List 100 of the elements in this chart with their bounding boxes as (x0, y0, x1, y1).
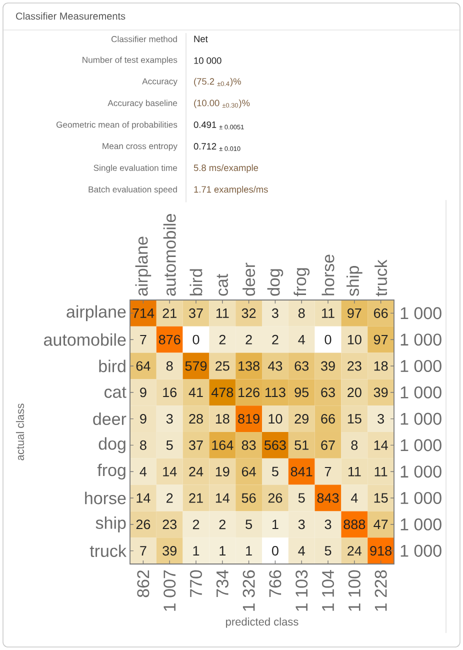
text: 1 104 (322, 570, 334, 611)
data-label: 66 (321, 414, 335, 424)
text: Single evaluation time (94, 164, 178, 173)
y-tick-label: truck (90, 544, 126, 558)
y-tick-label: deer (93, 412, 126, 426)
data-label: 56 (242, 493, 256, 503)
data-label: 41 (188, 388, 203, 398)
data-label: 5 (272, 466, 278, 476)
data-label: 39 (162, 546, 176, 556)
y-tick-label: dog (98, 437, 126, 454)
data-label: 3 (272, 308, 278, 318)
data-label: 95 (294, 388, 309, 398)
data-label: 9 (140, 414, 146, 424)
data-label: 16 (163, 388, 177, 398)
data-label: 4 (140, 466, 147, 476)
data-label: 25 (216, 361, 230, 371)
text: 0.491 $_{± 0.0051}$ (194, 121, 244, 130)
text: 1 100 (348, 570, 360, 611)
y-tick-label: airplane (66, 305, 126, 322)
data-label: 2 (246, 334, 252, 344)
data-label: 23 (162, 520, 177, 530)
data-label: 37 (189, 308, 203, 318)
text: 1 326 (242, 570, 255, 611)
data-label: 18 (216, 414, 230, 424)
data-label: 14 (374, 440, 388, 450)
data-label: 9 (140, 388, 146, 398)
y-tick-label: bird (99, 360, 126, 372)
x-tick-label: ship (346, 266, 362, 296)
data-label: 579 (185, 361, 207, 371)
data-label: 138 (238, 361, 260, 371)
x-tick-label: automobile (163, 214, 176, 296)
y-axis-title: actual class (16, 404, 24, 460)
text: 0.712 $_{± 0.010}$ (194, 143, 240, 151)
text: Classifier method (111, 36, 177, 42)
data-label: 21 (189, 493, 203, 503)
data-label: 5 (298, 493, 305, 503)
x-tick-label: bird (190, 269, 202, 296)
data-label: 841 (290, 466, 312, 476)
data-label: 28 (189, 414, 203, 424)
data-label: 8 (140, 440, 146, 450)
data-label: 2 (219, 520, 226, 530)
y2-tick-label: 1 000 (400, 518, 442, 530)
text: 734 (216, 570, 228, 598)
data-label: 0 (324, 334, 332, 344)
data-label: 714 (132, 308, 154, 318)
data-label: 2 (192, 520, 200, 530)
data-label: 63 (294, 361, 309, 371)
data-label: 29 (294, 414, 308, 424)
data-label: 64 (242, 466, 256, 476)
text: Geometric mean of probabilities (56, 121, 178, 130)
data-label: 15 (374, 493, 388, 503)
data-label: 14 (163, 466, 177, 476)
data-label: 164 (212, 440, 234, 450)
y-tick-label: automobile (44, 333, 126, 346)
data-label: 2 (219, 334, 226, 344)
data-label: 18 (374, 361, 388, 371)
text: 5.8 ms/example (194, 164, 258, 173)
x-axis-title: predicted class (226, 618, 298, 628)
data-label: 63 (321, 388, 335, 398)
text: Accuracy baseline (108, 100, 178, 108)
data-label: 21 (162, 308, 176, 318)
data-label: 26 (136, 520, 150, 530)
data-label: 67 (321, 440, 335, 450)
data-label: 7 (324, 466, 332, 476)
text: Mean cross entropy (102, 143, 178, 151)
text: (75.2 $_{±0.4}$)% (194, 78, 241, 86)
data-label: 478 (211, 388, 234, 398)
text: Number of test examples (82, 56, 178, 65)
data-label: 37 (189, 440, 203, 450)
data-label: 8 (166, 361, 173, 371)
data-label: 10 (268, 414, 282, 424)
data-label: 83 (242, 440, 256, 450)
data-label: 26 (268, 493, 282, 503)
y-tick-label: frog (97, 464, 126, 480)
data-label: 51 (294, 440, 308, 450)
data-label: 43 (268, 361, 282, 371)
x-tick-label: cat (216, 274, 228, 296)
data-label: 14 (136, 493, 150, 503)
text: 1.71 examples/ms (194, 186, 268, 194)
data-label: 97 (348, 308, 362, 318)
text: Batch evaluation speed (88, 186, 177, 194)
data-label: 3 (298, 520, 305, 530)
text: 766 (269, 570, 282, 598)
data-label: 888 (344, 520, 366, 530)
y2-tick-label: 1 000 (400, 544, 442, 557)
data-label: 3 (166, 414, 173, 424)
y2-tick-label: 1 000 (400, 439, 442, 452)
data-label: 11 (322, 308, 334, 318)
data-label: 8 (351, 440, 358, 450)
data-label: 1 (193, 546, 200, 556)
data-label: 876 (158, 334, 180, 344)
y-tick-label: cat (104, 386, 126, 398)
y2-tick-label: 1 000 (400, 386, 442, 398)
y2-tick-label: 1 000 (400, 360, 442, 372)
data-label: 126 (238, 388, 260, 398)
y2-tick-label: 1 000 (400, 307, 442, 320)
data-label: 0 (272, 546, 278, 556)
data-label: 39 (374, 388, 388, 398)
data-label: 4 (350, 493, 358, 503)
text: (10.00 $_{±0.30}$)% (194, 100, 250, 108)
